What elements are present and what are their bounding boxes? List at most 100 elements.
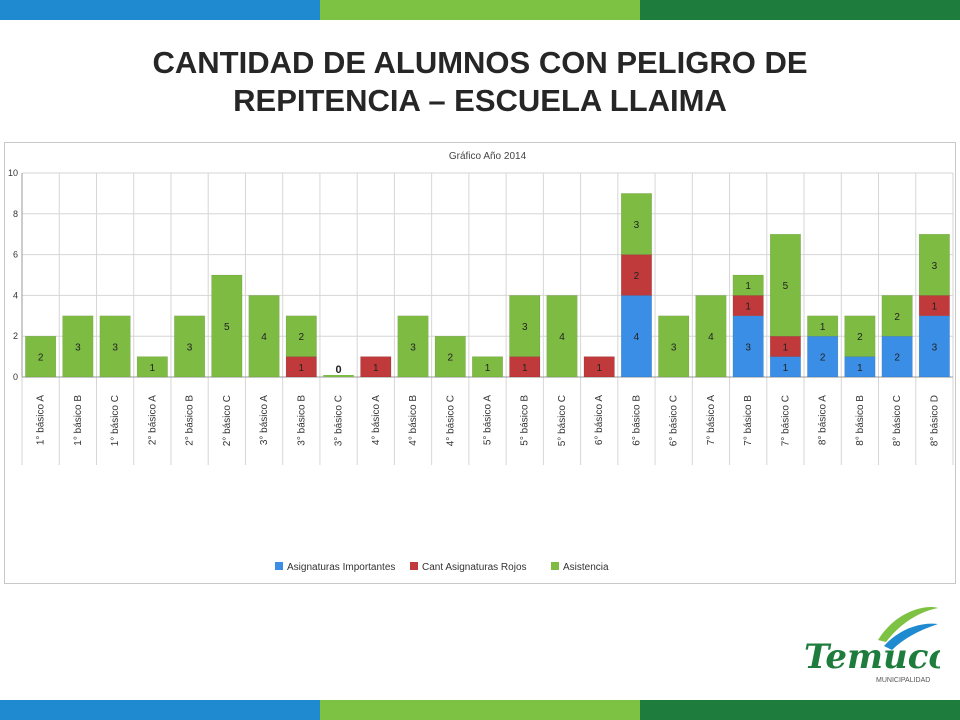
bar-segment-3 [62,315,94,378]
bar-value-label: 3 [932,261,938,272]
slide-title-line-1: CANTIDAD DE ALUMNOS CON PELIGRO DE [152,45,808,80]
bar-segment-3 [658,315,690,378]
bar-value-label: 3 [187,342,193,353]
bar-value-label: 3 [745,342,751,353]
bar-segment-3 [620,193,652,255]
bar-value-label: 5 [783,281,789,292]
bar-value-label: 1 [932,302,938,313]
slide-title-line-2: REPITENCIA – ESCUELA LLAIMA [233,83,727,118]
bar-value-label: 2 [894,312,900,323]
bar-segment-3 [248,295,280,378]
bottom-band-green [640,700,960,720]
bar-segment-3 [769,233,801,337]
legend-label-1: Asignaturas Importantes [287,562,395,573]
bar-segment-3 [732,274,764,296]
bar-value-label: 3 [75,342,81,353]
top-band-green [640,0,960,20]
bar-segment-3 [918,233,950,296]
bar-value-label: 1 [373,363,379,374]
category-label: 1° básico C [110,395,121,446]
category-label: 7° básico B [743,395,754,446]
y-tick-label: 10 [8,168,18,178]
category-label: 5° básico B [520,395,531,446]
category-label: 8° básico B [855,395,866,446]
category-label: 8° básico A [818,395,829,445]
category-label: 3° básico B [296,395,307,446]
chart-frame: Gráfico Año 2014 0 2 4 6 8 10 2 1° básico A 3 1° b… [4,142,956,584]
bar-value-label: 3 [671,342,677,353]
bar-segment-3 [434,335,466,378]
category-label: 6° básico B [631,395,642,446]
top-color-band [0,0,960,20]
legend-swatch-2 [410,562,418,570]
bar-segment-3 [844,315,876,357]
top-band-blue [0,0,320,20]
bottom-band-blue [0,700,320,720]
category-label: 6° básico A [594,395,605,445]
bottom-color-band [0,700,960,720]
bar-value-label: 2 [857,332,863,343]
category-label: 5° básico C [557,395,568,446]
bar-segment-1 [732,315,764,378]
bar-segment-2 [360,356,392,378]
category-label: 7° básico A [706,395,717,445]
bar-value-label: 3 [634,220,640,231]
bar-value-label: 3 [410,342,416,353]
bar-value-label: 2 [894,353,900,364]
category-label: 4° básico C [445,395,456,446]
bar-value-label: 1 [783,342,789,353]
bar-value-label: 5 [224,322,230,333]
y-tick-label: 0 [13,372,18,382]
category-label: 8° básico D [929,395,940,446]
bottom-band-lime [320,700,640,720]
legend-label-3: Asistencia [563,562,609,573]
legend-swatch-3 [551,562,559,570]
category-label: 4° básico A [371,395,382,445]
logo-wordmark: Temuco [804,637,940,677]
bar-value-label: 1 [783,363,789,374]
bar-segment-3 [471,356,504,378]
bar-value-label: 4 [559,332,565,343]
bar-value-label: 4 [261,332,267,343]
bar-segment-1 [918,315,950,378]
bar-value-label: 1 [299,363,305,374]
bar-segment-3 [136,356,168,378]
category-label: 8° básico C [892,395,903,446]
bar-value-label: 3 [522,322,528,333]
temuco-logo: Temuco MUNICIPALIDAD [804,607,940,684]
category-label: 6° básico C [669,395,680,446]
bar-segment-3 [99,315,131,378]
category-label: 7° básico C [780,395,791,446]
bar-segment-3 [881,295,913,337]
category-label: 1° básico A [36,395,47,445]
legend-swatch-1 [275,562,283,570]
bar-value-label: 1 [820,322,826,333]
category-label: 3° básico A [259,395,270,445]
bar-value-label: 1 [745,281,751,292]
category-label: 3° básico C [334,395,345,446]
bar-value-label: 2 [299,332,305,343]
bar-value-label: 4 [634,332,640,343]
bar-segment-3 [211,274,243,378]
bar-segment-1 [807,335,839,378]
bar-segment-3 [397,315,429,378]
bar-value-label: 1 [745,302,751,313]
bar-value-label: 1 [857,363,863,374]
y-tick-label: 4 [13,290,18,300]
logo-subtitle: MUNICIPALIDAD [876,677,930,684]
bar-segment-3 [509,295,541,357]
bar-value-label: 1 [150,363,156,374]
bar-segment-3 [695,295,727,378]
bar-value-label: 1 [596,363,602,374]
bar-value-label: 2 [634,271,640,282]
legend-label-2: Cant Asignaturas Rojos [422,562,527,573]
bar-value-label: 2 [447,353,453,364]
chart-title: Gráfico Año 2014 [449,151,527,162]
bar-value-label: 4 [708,332,714,343]
bar-segment-3 [546,295,578,378]
category-label: 2° básico C [222,395,233,446]
category-label: 2° básico B [185,395,196,446]
y-tick-label: 6 [13,250,18,260]
bar-segment-3 [174,315,206,378]
bar-segment-2 [509,356,541,378]
